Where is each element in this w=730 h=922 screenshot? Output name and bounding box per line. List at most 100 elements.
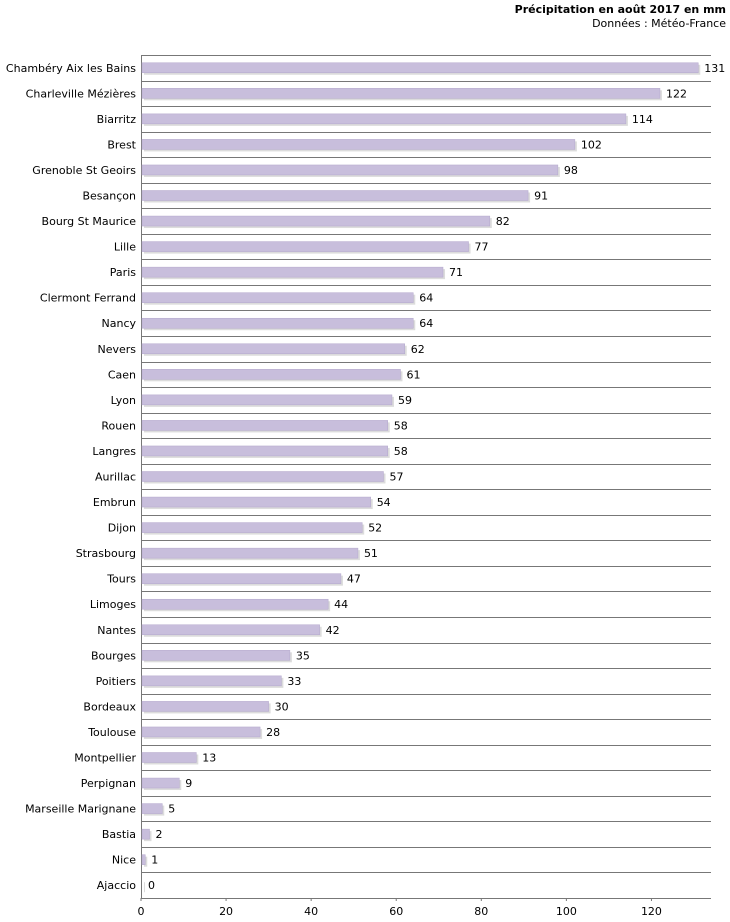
data-label: 5 xyxy=(168,803,175,816)
x-tick-label: 100 xyxy=(556,905,577,918)
data-label: 82 xyxy=(496,215,510,228)
category-label: Nice xyxy=(112,854,136,867)
bar xyxy=(141,828,150,840)
bar xyxy=(141,241,469,252)
x-tick-label: 60 xyxy=(389,905,403,918)
data-label: 9 xyxy=(185,777,192,790)
data-label: 13 xyxy=(202,752,216,765)
category-label: Besançon xyxy=(82,190,136,203)
category-label: Toulouse xyxy=(87,726,136,739)
data-label: 58 xyxy=(394,419,408,432)
category-label: Brest xyxy=(107,138,136,151)
data-label: 42 xyxy=(326,624,340,637)
bar xyxy=(141,496,371,508)
bar-shadow xyxy=(144,856,148,867)
category-label: Nantes xyxy=(97,624,136,637)
bar xyxy=(141,190,529,201)
bar xyxy=(141,547,359,559)
data-label: 47 xyxy=(347,573,361,586)
data-label: 58 xyxy=(394,445,408,458)
category-label: Aurillac xyxy=(95,471,136,484)
x-tick-label: 20 xyxy=(219,905,233,918)
bar xyxy=(141,394,393,406)
category-label: Caen xyxy=(108,368,136,381)
bar xyxy=(141,752,197,763)
bar xyxy=(141,369,401,380)
category-label: Ajaccio xyxy=(97,879,136,892)
bar xyxy=(141,343,405,355)
x-tick-label: 120 xyxy=(641,905,662,918)
bar xyxy=(141,726,261,738)
x-tick-label: 0 xyxy=(138,905,145,918)
bar xyxy=(141,266,444,278)
category-label: Paris xyxy=(110,266,136,279)
bar xyxy=(141,522,363,533)
category-label: Bastia xyxy=(102,828,136,841)
category-label: Clermont Ferrand xyxy=(40,292,136,305)
data-label: 44 xyxy=(334,598,348,611)
bar xyxy=(141,215,491,227)
x-tick-label: 80 xyxy=(474,905,488,918)
bar xyxy=(141,420,388,431)
data-label: 102 xyxy=(581,138,602,151)
category-label: Embrun xyxy=(93,496,136,509)
data-label: 2 xyxy=(156,828,163,841)
bar xyxy=(141,62,699,74)
data-label: 91 xyxy=(534,190,548,203)
category-label: Marseille Marignane xyxy=(25,803,136,816)
category-label: Perpignan xyxy=(81,777,136,790)
data-label: 122 xyxy=(666,87,687,100)
data-label: 0 xyxy=(148,879,155,892)
category-label: Charleville Mézières xyxy=(26,87,137,100)
category-label: Montpellier xyxy=(74,752,136,765)
bar xyxy=(141,701,269,712)
data-label: 114 xyxy=(632,113,653,126)
chart-title: Précipitation en août 2017 en mm xyxy=(514,3,726,16)
category-label: Lyon xyxy=(111,394,136,407)
bar xyxy=(141,598,329,610)
data-label: 52 xyxy=(368,522,382,535)
data-label: 64 xyxy=(419,317,433,330)
data-label: 35 xyxy=(296,649,310,662)
x-tick-label: 40 xyxy=(304,905,318,918)
bar xyxy=(141,803,163,814)
category-label: Bourges xyxy=(91,649,136,662)
data-label: 28 xyxy=(266,726,280,739)
category-label: Strasbourg xyxy=(76,547,136,560)
category-label: Bordeaux xyxy=(83,700,136,713)
data-label: 51 xyxy=(364,547,378,560)
data-label: 77 xyxy=(475,241,489,254)
bar xyxy=(141,573,342,584)
data-label: 30 xyxy=(275,700,289,713)
data-label: 54 xyxy=(377,496,391,509)
bar xyxy=(141,675,282,687)
bar xyxy=(141,317,414,329)
bar xyxy=(141,292,414,303)
category-label: Dijon xyxy=(108,522,136,535)
data-label: 57 xyxy=(389,471,403,484)
category-label: Tours xyxy=(106,573,136,586)
data-label: 71 xyxy=(449,266,463,279)
category-label: Limoges xyxy=(90,598,136,611)
data-label: 59 xyxy=(398,394,412,407)
bar xyxy=(141,854,146,865)
data-label: 98 xyxy=(564,164,578,177)
bar xyxy=(141,624,320,636)
bar xyxy=(141,113,627,125)
chart-subtitle: Données : Météo-France xyxy=(592,17,726,30)
category-label: Chambéry Aix les Bains xyxy=(6,62,136,75)
category-label: Bourg St Maurice xyxy=(42,215,137,228)
data-label: 62 xyxy=(411,343,425,356)
bar xyxy=(141,777,180,789)
bar xyxy=(141,471,384,482)
category-label: Biarritz xyxy=(97,113,137,126)
bar xyxy=(141,164,559,176)
bar xyxy=(141,139,576,150)
data-label: 61 xyxy=(406,368,420,381)
data-label: 33 xyxy=(287,675,301,688)
bar xyxy=(141,650,291,661)
category-label: Grenoble St Geoirs xyxy=(32,164,136,177)
bar-shadow xyxy=(144,882,145,893)
data-label: 1 xyxy=(151,854,158,867)
